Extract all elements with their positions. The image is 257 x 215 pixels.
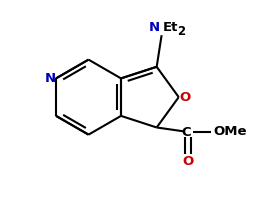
Text: OMe: OMe — [213, 125, 246, 138]
Text: C: C — [181, 126, 191, 139]
Text: N: N — [44, 72, 56, 85]
Text: N: N — [149, 21, 160, 34]
Text: O: O — [183, 155, 194, 167]
Text: Et: Et — [163, 21, 178, 34]
Text: 2: 2 — [177, 25, 186, 38]
Text: O: O — [179, 91, 190, 104]
